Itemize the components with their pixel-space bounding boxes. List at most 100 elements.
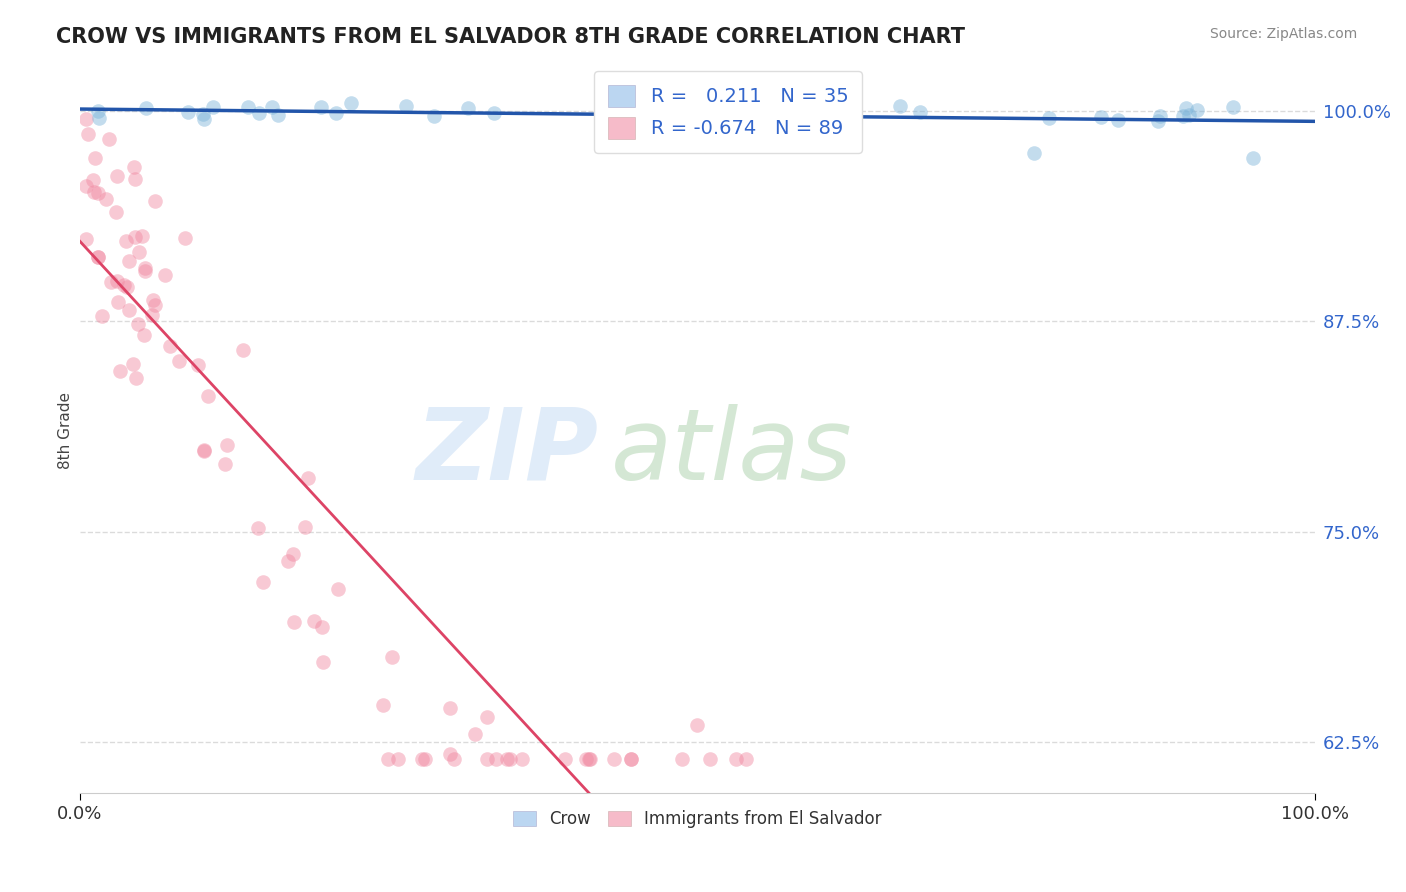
Point [457, 101, 479, 115]
Point [86, 250, 108, 264]
Point [267, 108, 290, 122]
Point [247, 521, 270, 535]
Point [302, 614, 325, 628]
Point [124, 230, 146, 244]
Point [75, 112, 97, 126]
Point [177, 105, 200, 120]
Point [1173, 109, 1195, 123]
Point [118, 254, 141, 268]
Point [128, 245, 150, 260]
Point [671, 752, 693, 766]
Point [422, 109, 444, 123]
Point [889, 99, 911, 113]
Point [652, 111, 675, 125]
Point [485, 752, 508, 766]
Text: atlas: atlas [610, 404, 852, 500]
Text: ZIP: ZIP [416, 404, 599, 500]
Point [686, 718, 709, 732]
Point [297, 471, 319, 485]
Point [439, 747, 461, 761]
Point [661, 106, 683, 120]
Point [159, 339, 181, 353]
Point [75, 178, 97, 193]
Point [143, 298, 166, 312]
Point [443, 752, 465, 766]
Point [236, 100, 259, 114]
Point [214, 457, 236, 471]
Point [283, 615, 305, 629]
Point [277, 554, 299, 568]
Point [496, 752, 519, 766]
Point [247, 105, 270, 120]
Point [142, 293, 165, 308]
Point [579, 752, 602, 766]
Point [105, 169, 128, 183]
Point [117, 279, 139, 293]
Point [187, 358, 209, 372]
Point [193, 443, 215, 458]
Point [141, 308, 163, 322]
Point [373, 698, 395, 713]
Point [575, 752, 598, 766]
Point [1185, 103, 1208, 118]
Point [510, 752, 533, 766]
Point [395, 99, 418, 113]
Point [311, 619, 333, 633]
Point [413, 752, 436, 766]
Point [477, 710, 499, 724]
Point [124, 371, 146, 385]
Point [312, 656, 335, 670]
Point [232, 343, 254, 358]
Point [1107, 113, 1129, 128]
Point [127, 317, 149, 331]
Point [1022, 145, 1045, 160]
Point [87, 111, 110, 125]
Point [82, 173, 104, 187]
Point [105, 274, 128, 288]
Point [377, 752, 399, 766]
Point [699, 752, 721, 766]
Point [83, 185, 105, 199]
Point [325, 106, 347, 120]
Point [124, 172, 146, 186]
Point [908, 104, 931, 119]
Point [84, 151, 107, 165]
Point [122, 161, 145, 175]
Point [134, 261, 156, 276]
Point [108, 364, 131, 378]
Point [153, 268, 176, 282]
Point [197, 389, 219, 403]
Point [217, 438, 239, 452]
Point [734, 752, 756, 766]
Point [135, 101, 157, 115]
Point [475, 752, 498, 766]
Point [134, 264, 156, 278]
Point [772, 106, 794, 120]
Point [105, 205, 128, 219]
Point [174, 231, 197, 245]
Point [118, 302, 141, 317]
Point [411, 752, 433, 766]
Point [499, 752, 522, 766]
Point [143, 194, 166, 208]
Point [75, 232, 97, 246]
Point [193, 107, 215, 121]
Point [201, 100, 224, 114]
Point [340, 95, 363, 110]
Point [98, 132, 121, 146]
Point [464, 727, 486, 741]
Point [1178, 108, 1201, 122]
Point [1222, 100, 1244, 114]
Point [294, 520, 316, 534]
Text: Source: ZipAtlas.com: Source: ZipAtlas.com [1209, 27, 1357, 41]
Point [381, 650, 404, 665]
Point [484, 106, 506, 120]
Point [167, 353, 190, 368]
Point [387, 752, 409, 766]
Point [131, 228, 153, 243]
Point [1149, 109, 1171, 123]
Point [193, 444, 215, 458]
Point [1147, 114, 1170, 128]
Point [578, 752, 600, 766]
Point [115, 234, 138, 248]
